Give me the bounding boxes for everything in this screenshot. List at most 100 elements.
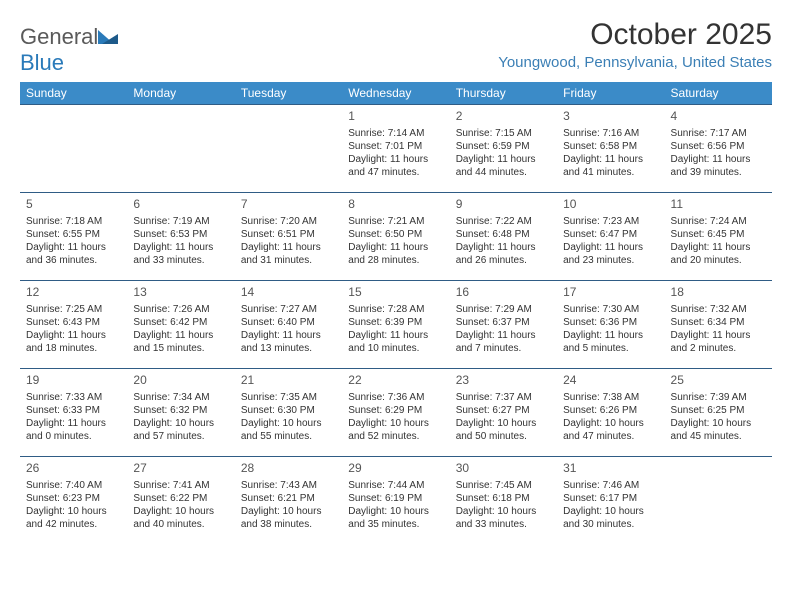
sunset-line: Sunset: 6:59 PM [456,140,551,153]
sunrise-line: Sunrise: 7:29 AM [456,303,551,316]
sunset-line: Sunset: 6:32 PM [133,404,228,417]
sunrise-line: Sunrise: 7:33 AM [26,391,121,404]
sunrise-line: Sunrise: 7:32 AM [671,303,766,316]
calendar-cell: 18Sunrise: 7:32 AMSunset: 6:34 PMDayligh… [665,281,772,369]
daylight-line: Daylight: 10 hours and 35 minutes. [348,505,443,531]
sunrise-line: Sunrise: 7:35 AM [241,391,336,404]
day-number: 21 [241,373,336,389]
sunrise-line: Sunrise: 7:19 AM [133,215,228,228]
calendar-cell: 29Sunrise: 7:44 AMSunset: 6:19 PMDayligh… [342,457,449,545]
day-number: 5 [26,197,121,213]
sunrise-line: Sunrise: 7:37 AM [456,391,551,404]
calendar-cell [665,457,772,545]
sunset-line: Sunset: 6:33 PM [26,404,121,417]
day-number: 23 [456,373,551,389]
daylight-line: Daylight: 10 hours and 57 minutes. [133,417,228,443]
sunrise-line: Sunrise: 7:15 AM [456,127,551,140]
day-number: 31 [563,461,658,477]
sunrise-line: Sunrise: 7:36 AM [348,391,443,404]
sunrise-line: Sunrise: 7:17 AM [671,127,766,140]
daylight-line: Daylight: 11 hours and 36 minutes. [26,241,121,267]
calendar-cell: 3Sunrise: 7:16 AMSunset: 6:58 PMDaylight… [557,105,664,193]
calendar-cell: 21Sunrise: 7:35 AMSunset: 6:30 PMDayligh… [235,369,342,457]
calendar-cell [20,105,127,193]
day-number: 10 [563,197,658,213]
sunset-line: Sunset: 6:23 PM [26,492,121,505]
calendar-cell: 14Sunrise: 7:27 AMSunset: 6:40 PMDayligh… [235,281,342,369]
sunset-line: Sunset: 6:45 PM [671,228,766,241]
title-block: October 2025 Youngwood, Pennsylvania, Un… [498,18,772,71]
daylight-line: Daylight: 10 hours and 50 minutes. [456,417,551,443]
day-header: Tuesday [235,82,342,105]
sunset-line: Sunset: 6:42 PM [133,316,228,329]
calendar-head: SundayMondayTuesdayWednesdayThursdayFrid… [20,82,772,105]
daylight-line: Daylight: 11 hours and 15 minutes. [133,329,228,355]
sunrise-line: Sunrise: 7:26 AM [133,303,228,316]
page-header: GeneralBlue October 2025 Youngwood, Penn… [20,18,772,76]
daylight-line: Daylight: 11 hours and 2 minutes. [671,329,766,355]
location-text: Youngwood, Pennsylvania, United States [498,54,772,71]
sunset-line: Sunset: 6:48 PM [456,228,551,241]
sunset-line: Sunset: 6:55 PM [26,228,121,241]
daylight-line: Daylight: 11 hours and 39 minutes. [671,153,766,179]
sunset-line: Sunset: 6:51 PM [241,228,336,241]
sunrise-line: Sunrise: 7:41 AM [133,479,228,492]
daylight-line: Daylight: 11 hours and 31 minutes. [241,241,336,267]
sunrise-line: Sunrise: 7:25 AM [26,303,121,316]
sunset-line: Sunset: 6:27 PM [456,404,551,417]
sunrise-line: Sunrise: 7:18 AM [26,215,121,228]
daylight-line: Daylight: 11 hours and 20 minutes. [671,241,766,267]
day-number: 16 [456,285,551,301]
daylight-line: Daylight: 10 hours and 42 minutes. [26,505,121,531]
day-number: 25 [671,373,766,389]
daylight-line: Daylight: 11 hours and 47 minutes. [348,153,443,179]
calendar-cell: 2Sunrise: 7:15 AMSunset: 6:59 PMDaylight… [450,105,557,193]
day-header: Wednesday [342,82,449,105]
day-number: 20 [133,373,228,389]
calendar-row: 26Sunrise: 7:40 AMSunset: 6:23 PMDayligh… [20,457,772,545]
daylight-line: Daylight: 11 hours and 13 minutes. [241,329,336,355]
daylight-line: Daylight: 10 hours and 55 minutes. [241,417,336,443]
sunrise-line: Sunrise: 7:24 AM [671,215,766,228]
daylight-line: Daylight: 11 hours and 0 minutes. [26,417,121,443]
calendar-cell: 12Sunrise: 7:25 AMSunset: 6:43 PMDayligh… [20,281,127,369]
daylight-line: Daylight: 10 hours and 40 minutes. [133,505,228,531]
day-number: 3 [563,109,658,125]
calendar-cell: 26Sunrise: 7:40 AMSunset: 6:23 PMDayligh… [20,457,127,545]
calendar-cell: 15Sunrise: 7:28 AMSunset: 6:39 PMDayligh… [342,281,449,369]
calendar-row: 1Sunrise: 7:14 AMSunset: 7:01 PMDaylight… [20,105,772,193]
day-number: 22 [348,373,443,389]
sunset-line: Sunset: 6:58 PM [563,140,658,153]
daylight-line: Daylight: 11 hours and 28 minutes. [348,241,443,267]
day-number: 17 [563,285,658,301]
day-number: 18 [671,285,766,301]
sunset-line: Sunset: 6:29 PM [348,404,443,417]
sunset-line: Sunset: 6:39 PM [348,316,443,329]
daylight-line: Daylight: 11 hours and 23 minutes. [563,241,658,267]
sunrise-line: Sunrise: 7:22 AM [456,215,551,228]
calendar-cell: 10Sunrise: 7:23 AMSunset: 6:47 PMDayligh… [557,193,664,281]
day-number: 2 [456,109,551,125]
brand-part2: Blue [20,50,64,75]
day-number: 13 [133,285,228,301]
calendar-cell: 13 Sunrise: 7:26 AMSunset: 6:42 PMDayligh… [127,281,234,369]
sunrise-line: Sunrise: 7:34 AM [133,391,228,404]
day-number: 6 [133,197,228,213]
day-header: Friday [557,82,664,105]
brand-sail-icon [98,24,118,50]
day-number: 30 [456,461,551,477]
sunset-line: Sunset: 6:40 PM [241,316,336,329]
day-number: 26 [26,461,121,477]
sunset-line: Sunset: 6:17 PM [563,492,658,505]
sunrise-line: Sunrise: 7:23 AM [563,215,658,228]
sunrise-line: Sunrise: 7:21 AM [348,215,443,228]
calendar-table: SundayMondayTuesdayWednesdayThursdayFrid… [20,82,772,545]
sunrise-line: Sunrise: 7:38 AM [563,391,658,404]
calendar-cell: 8Sunrise: 7:21 AMSunset: 6:50 PMDaylight… [342,193,449,281]
day-header: Sunday [20,82,127,105]
daylight-line: Daylight: 11 hours and 33 minutes. [133,241,228,267]
daylight-line: Daylight: 10 hours and 38 minutes. [241,505,336,531]
sunrise-line: Sunrise: 7:45 AM [456,479,551,492]
day-number: 14 [241,285,336,301]
sunset-line: Sunset: 6:56 PM [671,140,766,153]
